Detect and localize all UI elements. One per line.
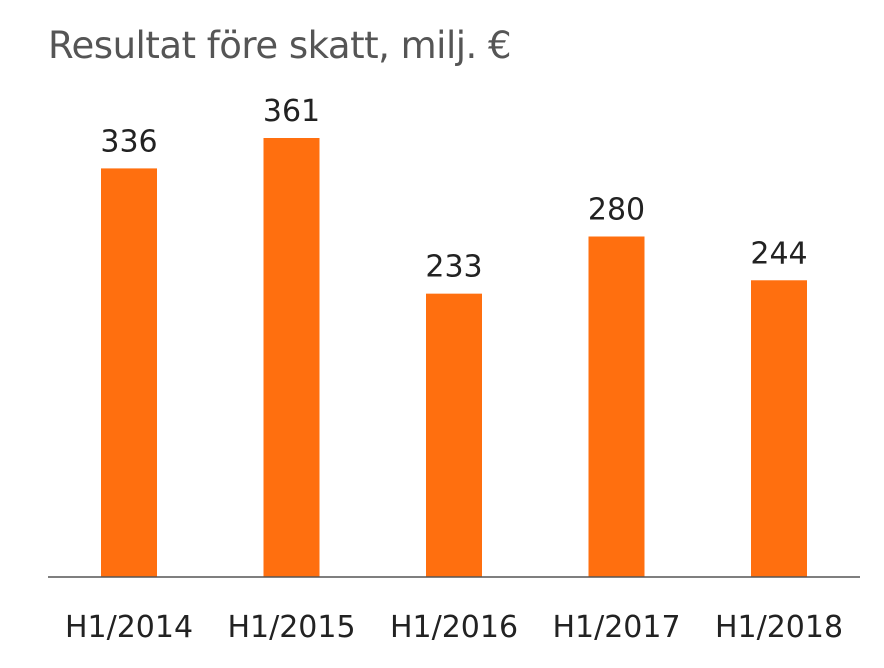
value-label: 336 [100,124,157,159]
chart-title: Resultat före skatt, milj. € [48,24,512,67]
bar-h1-2016 [426,293,482,577]
value-label: 361 [263,94,320,129]
value-label: 244 [750,236,807,271]
bar-h1-2015 [263,138,320,577]
bars-group [101,138,807,577]
x-tick-labels-group: H1/2014 H1/2015 H1/2016 H1/2017 H1/2018 [65,610,843,645]
bar-h1-2014 [101,168,157,577]
x-tick-label: H1/2016 [390,610,518,645]
value-labels-group: 336 361 233 280 244 [100,94,807,285]
x-tick-label: H1/2017 [552,610,680,645]
x-tick-label: H1/2018 [715,610,843,645]
x-tick-label: H1/2015 [227,610,355,645]
value-label: 233 [425,250,482,285]
value-label: 280 [588,193,645,228]
bar-h1-2017 [588,236,645,577]
bar-h1-2018 [751,280,807,577]
x-tick-label: H1/2014 [65,610,193,645]
